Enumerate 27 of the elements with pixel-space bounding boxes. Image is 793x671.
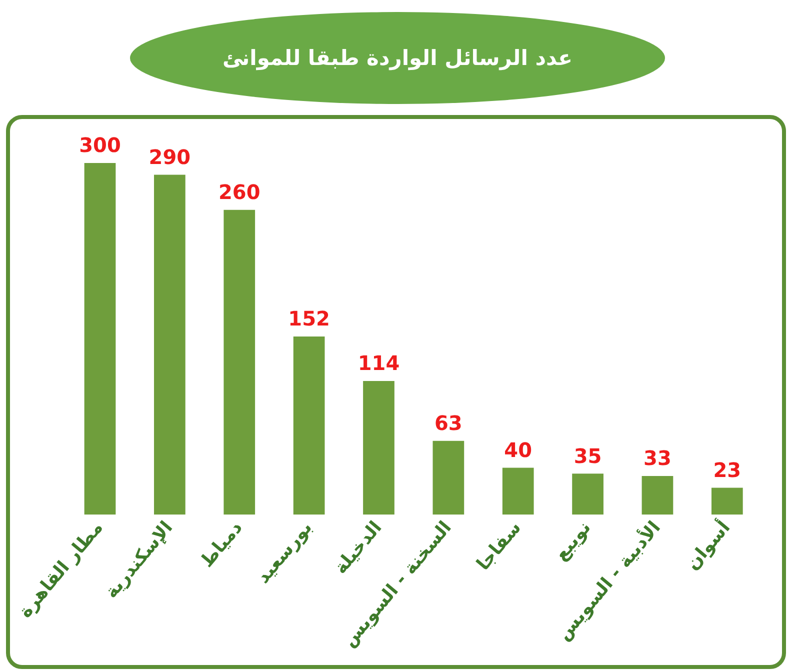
bar bbox=[711, 488, 743, 515]
bar bbox=[642, 476, 674, 515]
x-tick-label: دمياط bbox=[196, 517, 247, 572]
bar bbox=[154, 174, 186, 515]
bar bbox=[84, 163, 116, 515]
data-label: 63 bbox=[434, 411, 462, 436]
bar bbox=[572, 474, 604, 515]
bar bbox=[502, 468, 534, 515]
data-label: 300 bbox=[79, 133, 121, 158]
bar bbox=[224, 210, 256, 515]
data-label: 23 bbox=[713, 458, 742, 482]
data-label: 40 bbox=[504, 438, 532, 462]
x-tick-label: بورسعيد bbox=[252, 517, 316, 588]
data-label: 33 bbox=[644, 446, 672, 470]
chart-title: عدد الرسائل الواردة طبقا للموانئ bbox=[130, 12, 665, 104]
data-label: 152 bbox=[288, 306, 330, 331]
bar bbox=[363, 381, 394, 515]
x-tick-label: أسوان bbox=[680, 516, 735, 574]
x-tick-label: الدخيلة bbox=[330, 517, 386, 578]
bar bbox=[293, 336, 325, 515]
data-label: 114 bbox=[358, 351, 400, 376]
x-tick-label: سفاجا bbox=[472, 517, 526, 575]
data-label: 35 bbox=[574, 444, 602, 468]
bar bbox=[432, 440, 464, 515]
data-label: 290 bbox=[148, 144, 191, 169]
data-label: 260 bbox=[218, 180, 260, 204]
x-tick-label: نويبع bbox=[550, 517, 596, 565]
